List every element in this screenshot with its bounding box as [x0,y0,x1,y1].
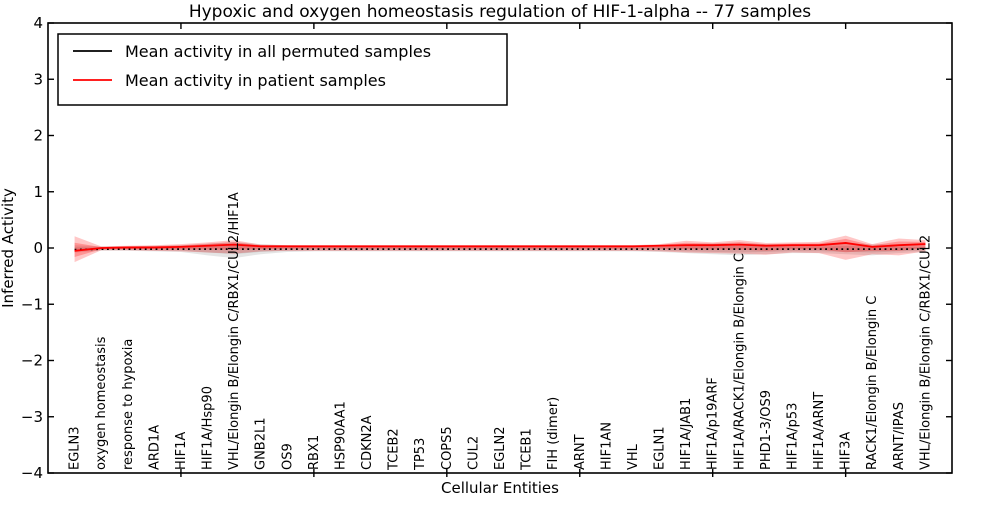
y-tick-label: 2 [33,127,43,145]
mean-line-patient [74,242,926,252]
x-category-label: ARNT/IPAS [892,402,907,470]
y-tick-label: 0 [33,239,43,257]
legend-box [57,33,508,106]
mean-line-permuted [74,248,926,251]
x-category-label: CDKN2A [360,415,375,470]
x-category-label: HIF1A/JAB1 [679,398,694,470]
x-category-label: ARD1A [147,425,162,470]
x-axis-label: Cellular Entities [441,479,559,497]
std-band-outer-patient [74,235,926,263]
legend-label-patient: Mean activity in patient samples [125,71,386,90]
y-axis-label: Inferred Activity [0,188,17,308]
x-category-label: ARNT [573,434,588,470]
std-band-inner-patient [74,238,926,257]
std-band-inner-permuted [74,245,926,255]
y-tick-label: 1 [33,183,43,201]
x-category-label: TCEB1 [520,428,535,471]
x-category-label: OS9 [280,443,295,470]
x-category-label: RACK1/Elongin B/Elongin C [865,296,880,470]
x-category-label: VHL/Elongin B/Elongin C/RBX1/CUL2 [918,235,933,470]
x-category-label: TP53 [413,438,428,471]
y-tick-label: −3 [21,408,43,426]
x-category-label: oxygen homeostasis [94,336,109,470]
x-category-label: FIH (dimer) [546,397,561,470]
x-category-label: HIF1A [174,432,189,470]
x-category-label: TCEB2 [387,428,402,471]
y-tick-label: 3 [33,70,43,88]
x-category-label: HSP90AA1 [333,401,348,470]
legend-label-permuted: Mean activity in all permuted samples [125,42,431,61]
x-category-label: HIF1A/p53 [785,403,800,470]
x-category-label: HIF1A/p19ARF [706,377,721,470]
mean-lines-layer [74,242,926,252]
std-bands-layer [74,235,926,263]
y-tick-label: −2 [21,352,43,370]
ticks-layer [48,22,952,477]
y-tick-label: −1 [21,295,43,313]
y-tick-label: 4 [33,14,43,32]
x-category-label: EGLN1 [653,426,668,470]
x-category-labels: EGLN3 oxygen homeostasis response to hypox… [68,192,934,471]
x-category-label: EGLN2 [493,426,508,470]
y-tick-label: −4 [21,464,43,482]
x-category-label: COPS5 [440,426,455,470]
x-category-label: response to hypoxia [121,339,136,470]
x-category-label: HIF3A [839,432,854,470]
x-category-label: CUL2 [466,436,481,470]
x-category-label: PHD1-3/OS9 [759,390,774,470]
plot-title: Hypoxic and oxygen homeostasis regulatio… [189,2,811,22]
x-category-label: HIF1A/Hsp90 [201,386,216,470]
x-category-label: GNB2L1 [254,417,269,470]
x-category-label: VHL [626,443,641,470]
x-category-label: VHL/Elongin B/Elongin C/RBX1/CUL2/HIF1A [227,192,242,470]
x-category-label: HIF1A/RACK1/Elongin B/Elongin C [732,253,747,470]
x-category-label: RBX1 [307,435,322,470]
x-category-label: EGLN3 [68,426,83,470]
x-category-label: HIF1A/ARNT [812,392,827,470]
y-tick-labels: 4 3 2 1 0 −1 −2 −3 −4 [21,14,43,482]
x-category-label: HIF1AN [599,422,614,470]
legend: Mean activity in all permuted samples Me… [57,33,508,106]
